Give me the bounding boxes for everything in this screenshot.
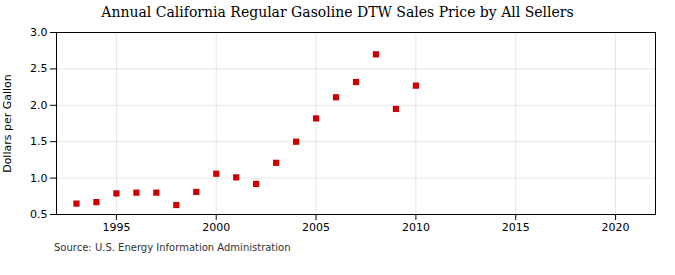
svg-text:2.0: 2.0	[30, 99, 48, 112]
html-text:Source: U.S. Energy Informatio: Source: U.S. Energy Information Administ…	[54, 242, 291, 253]
svg-text:2015: 2015	[502, 221, 530, 234]
svg-text:1.5: 1.5	[30, 135, 48, 148]
svg-text:1.0: 1.0	[30, 172, 48, 185]
svg-text:2000: 2000	[202, 221, 230, 234]
svg-text:Dollars per Gallon: Dollars per Gallon	[1, 74, 14, 173]
html-text:Annual California Regular Gaso: Annual California Regular Gasoline DTW S…	[101, 4, 574, 20]
svg-text:2.5: 2.5	[30, 62, 48, 75]
svg-text:2005: 2005	[302, 221, 330, 234]
svg-text:2020: 2020	[602, 221, 630, 234]
svg-text:1995: 1995	[102, 221, 130, 234]
svg-text:3.0: 3.0	[30, 26, 48, 39]
svg-text:0.5: 0.5	[30, 208, 48, 221]
svg-text:2010: 2010	[402, 221, 430, 234]
